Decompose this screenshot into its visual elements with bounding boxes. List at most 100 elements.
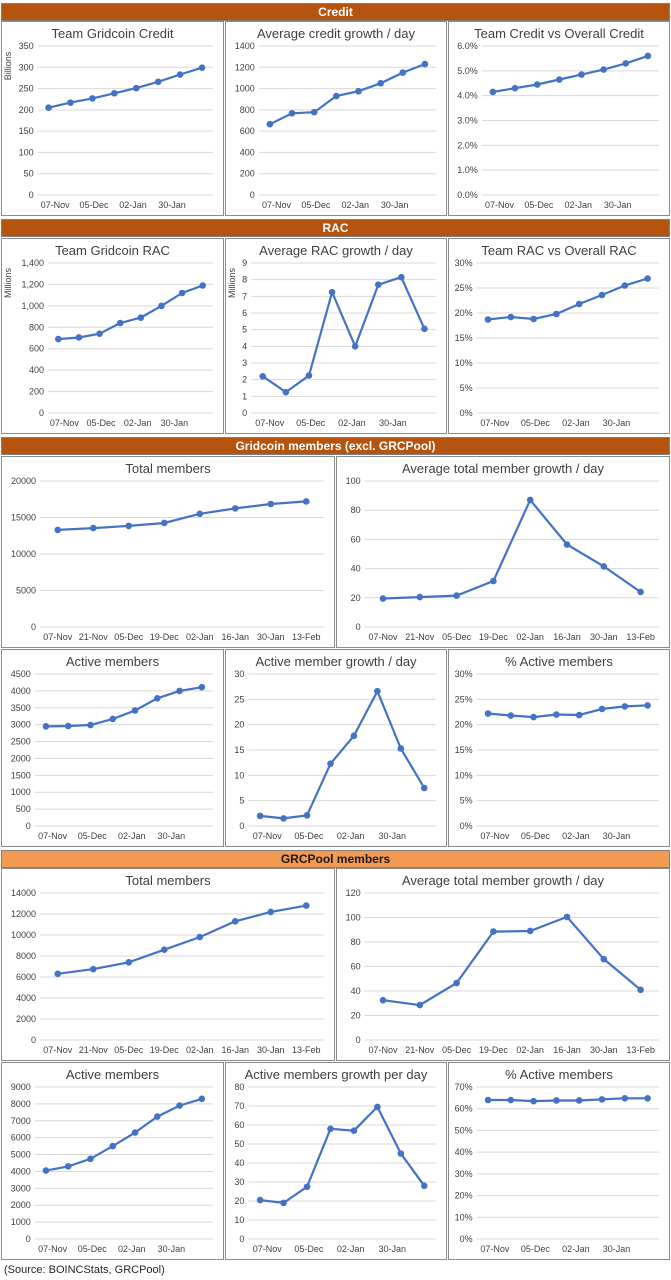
chart-svg: Average total member growth / day 0 20 40 60… <box>346 873 659 1055</box>
series-line <box>45 686 203 728</box>
y-tick-label: 6.0% <box>457 41 478 51</box>
y-tick-label: 4000 <box>11 1166 31 1176</box>
chart-title: Average total member growth / day <box>402 873 605 888</box>
y-tick-label: 4.0% <box>457 91 478 101</box>
chart-title: Team Gridcoin RAC <box>55 243 170 258</box>
data-point <box>87 721 94 729</box>
data-point <box>507 313 515 321</box>
y-tick-label: 6 <box>242 308 247 318</box>
y-tick-label: 0 <box>29 190 34 200</box>
x-tick-label: 02-Jan <box>186 632 214 642</box>
data-point <box>42 1167 50 1174</box>
data-point <box>327 760 334 767</box>
data-point <box>421 325 428 333</box>
x-tick-label: 30-Jan <box>379 1244 407 1254</box>
y-tick-label: 400 <box>240 147 255 157</box>
y-tick-label: 5 <box>242 325 247 335</box>
x-tick-label: 05-Dec <box>78 831 108 841</box>
y-tick-label: 0 <box>356 1035 361 1045</box>
y-tick-label: 350 <box>19 41 34 51</box>
data-point <box>198 64 206 72</box>
data-point <box>109 1142 117 1150</box>
x-tick-label: 05-Dec <box>80 200 110 210</box>
y-tick-label: 5 <box>239 796 244 806</box>
data-point <box>453 979 460 987</box>
y-tick-label: 80 <box>351 505 361 515</box>
y-tick-label: 8 <box>242 275 247 285</box>
x-tick-label: 16-Jan <box>221 1045 249 1055</box>
data-point <box>553 1097 560 1104</box>
data-point <box>111 89 118 97</box>
x-tick-label: 07-Nov <box>41 200 71 210</box>
y-tick-label: 14000 <box>11 888 36 898</box>
data-point <box>303 1183 311 1191</box>
y-tick-label: 4500 <box>11 669 31 679</box>
data-point <box>89 965 97 973</box>
data-point <box>267 500 275 508</box>
x-tick-label: 02-Jan <box>118 1244 146 1254</box>
y-tick-label: 8000 <box>16 951 36 961</box>
x-tick-label: 07-Nov <box>38 1244 68 1254</box>
y-tick-label: 40 <box>234 1158 244 1168</box>
data-point <box>507 1096 515 1104</box>
y-tick-label: 6000 <box>11 1133 31 1143</box>
x-tick-label: 05-Dec <box>521 418 551 428</box>
data-point <box>416 593 424 601</box>
x-tick-label: 02-Jan <box>516 632 544 642</box>
chart-title: Active members growth per day <box>245 1067 428 1082</box>
y-tick-label: 2500 <box>11 737 31 747</box>
chart-panel-team-rac: Team Gridcoin RAC Millions 0 200 400 600 800 1,… <box>1 238 224 434</box>
chart-title: Average total member growth / day <box>402 461 605 476</box>
data-point <box>379 996 387 1004</box>
x-tick-label: 30-Jan <box>381 200 409 210</box>
x-tick-label: 30-Jan <box>158 1244 186 1254</box>
y-tick-label: 70 <box>234 1101 244 1111</box>
chart-svg: Team RAC vs Overall RAC 0% 5% 10% 15% 20% 25% 3… <box>455 243 659 428</box>
y-tick-label: 0 <box>26 1234 31 1244</box>
chart-panel-credit-share: Team Credit vs Overall Credit 0.0% 1.0% 2.0… <box>448 21 670 216</box>
y-tick-label: 5000 <box>16 586 36 596</box>
x-tick-label: 02-Jan <box>337 831 365 841</box>
data-point <box>556 76 563 83</box>
series-line <box>269 63 426 126</box>
chart-panel-active-member-growth: Active member growth / day 0 5 10 15 20 25 30 07… <box>225 649 447 847</box>
y-tick-label: 20000 <box>11 476 36 486</box>
data-point <box>176 71 184 78</box>
y-tick-label: 30% <box>455 669 473 679</box>
y-tick-label: 10% <box>455 358 473 368</box>
x-tick-label: 30-Jan <box>379 831 407 841</box>
x-tick-label: 02-Jan <box>562 831 590 841</box>
chart-title: % Active members <box>505 654 613 669</box>
y-tick-label: 2000 <box>11 1200 31 1210</box>
data-point <box>158 302 165 310</box>
x-tick-label: 30-Jan <box>604 200 632 210</box>
x-tick-label: 07-Nov <box>253 1244 283 1254</box>
data-point <box>530 315 537 323</box>
chart-svg: Average total member growth / day 0 20 40 60… <box>346 461 659 642</box>
chart-svg: Active members growth per day 0 10 20 30 40 50… <box>234 1067 436 1254</box>
data-point <box>374 281 382 288</box>
y-tick-label: 4000 <box>16 993 36 1003</box>
y-tick-label: 2000 <box>16 1014 36 1024</box>
data-point <box>490 928 497 935</box>
data-point <box>199 282 206 289</box>
y-tick-label: 3000 <box>11 1183 31 1193</box>
x-tick-label: 07-Nov <box>43 632 73 642</box>
x-tick-label: 16-Jan <box>553 632 581 642</box>
series-line <box>382 497 642 600</box>
data-point <box>484 710 492 717</box>
y-tick-label: 0 <box>31 1035 36 1045</box>
y-tick-label: 60 <box>351 962 361 972</box>
x-tick-label: 21-Nov <box>79 1045 109 1055</box>
y-tick-label: 0 <box>26 821 31 831</box>
data-point <box>131 707 139 714</box>
data-point <box>256 812 264 820</box>
x-tick-label: 07-Nov <box>43 1045 73 1055</box>
y-tick-label: 20 <box>234 1196 244 1206</box>
data-point <box>302 902 310 909</box>
x-tick-label: 07-Nov <box>38 831 68 841</box>
y-tick-label: 5% <box>460 796 473 806</box>
x-tick-label: 05-Dec <box>78 1244 108 1254</box>
data-point <box>553 310 560 318</box>
y-tick-label: 0% <box>460 821 473 831</box>
